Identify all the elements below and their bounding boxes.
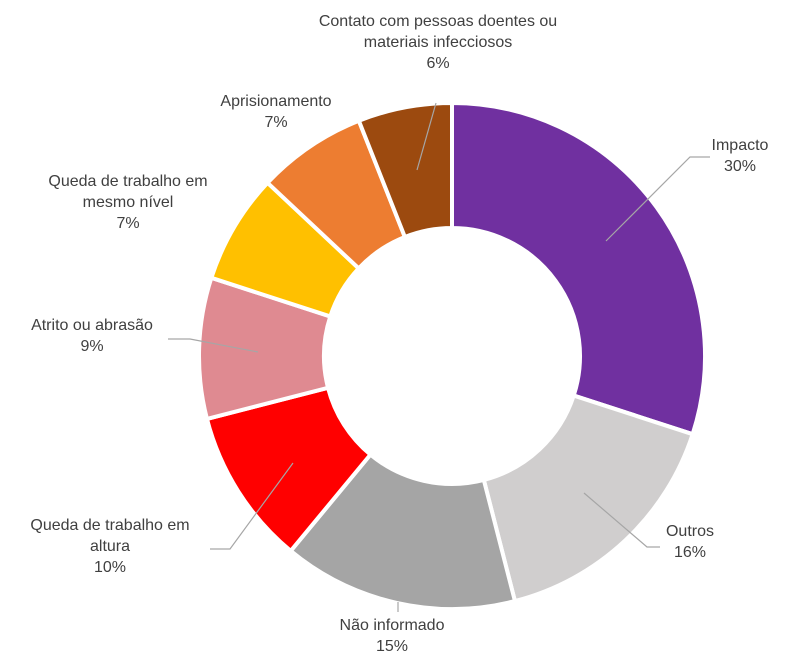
slice-label-6: Aprisionamento 7% — [220, 93, 331, 131]
slice-name-label: Queda de trabalho em — [48, 173, 207, 190]
slice-labels: Impacto 30% Outros 16% Não informado 15% Queda… — [30, 13, 768, 655]
slice-value-label: 9% — [80, 338, 103, 355]
leader-line-7 — [416, 102, 437, 171]
slice-name-label: Não informado — [340, 617, 445, 634]
slice-value-label: 16% — [674, 544, 706, 561]
slice-name-label: Outros — [666, 523, 714, 540]
slice-label-3: Queda de trabalho em altura 10% — [30, 517, 189, 576]
leader-line-4 — [168, 338, 259, 353]
slice-label-4: Atrito ou abrasão 9% — [31, 317, 153, 355]
slice-1 — [481, 393, 696, 604]
donut-slices — [197, 100, 707, 611]
leader-line-3 — [210, 462, 294, 550]
leader-line-0 — [605, 156, 710, 242]
slice-value-label: 6% — [426, 55, 449, 72]
slice-name-label: Atrito ou abrasão — [31, 317, 153, 334]
leader-line-1 — [583, 492, 660, 548]
slice-name-label: Contato com pessoas doentes ou — [319, 13, 557, 30]
slice-0 — [450, 100, 707, 437]
slice-7 — [356, 100, 454, 240]
slice-value-label: 15% — [376, 638, 408, 655]
slice-label-7: Contato com pessoas doentes ou materiais … — [319, 13, 557, 72]
slice-name-label: mesmo nível — [83, 194, 174, 211]
slice-name-label: materiais infecciosos — [364, 34, 513, 51]
slice-label-5: Queda de trabalho em mesmo nível 7% — [48, 173, 207, 232]
slice-label-2: Não informado 15% — [340, 617, 445, 655]
slice-2 — [287, 451, 518, 611]
slice-name-label: Aprisionamento — [220, 93, 331, 110]
slice-name-label: altura — [90, 538, 130, 555]
slice-name-label: Impacto — [712, 137, 769, 154]
slice-value-label: 10% — [94, 559, 126, 576]
slice-name-label: Queda de trabalho em — [30, 517, 189, 534]
slice-value-label: 30% — [724, 158, 756, 175]
slice-label-0: Impacto 30% — [712, 137, 769, 175]
slice-value-label: 7% — [264, 114, 287, 131]
slice-value-label: 7% — [116, 215, 139, 232]
slice-label-1: Outros 16% — [666, 523, 714, 561]
